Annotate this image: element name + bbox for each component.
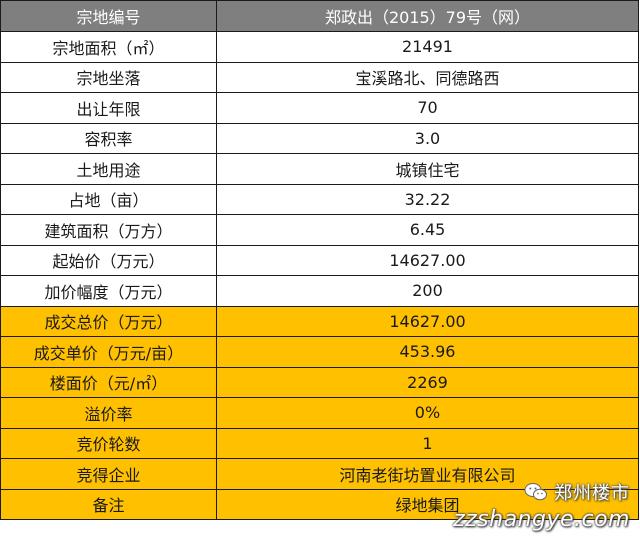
table-row-highlighted: 成交总价（万元） 14627.00 — [0, 305, 639, 337]
row-value: 453.96 — [216, 336, 639, 368]
row-label: 成交总价（万元） — [0, 305, 217, 337]
row-value: 宝溪路北、同德路西 — [216, 61, 639, 93]
table-row: 起始价（万元） 14627.00 — [0, 244, 639, 276]
row-value: 200 — [216, 275, 639, 307]
table-row: 出让年限 70 — [0, 92, 639, 124]
row-value: 0% — [216, 397, 639, 429]
table-row: 容积率 3.0 — [0, 122, 639, 154]
land-auction-table: 宗地编号 郑政出（2015）79号（网） 宗地面积（㎡） 21491 宗地坐落 … — [0, 0, 639, 520]
row-label: 加价幅度（万元） — [0, 275, 217, 307]
row-label: 宗地面积（㎡） — [0, 31, 217, 63]
row-label: 土地用途 — [0, 153, 217, 185]
row-value: 2269 — [216, 366, 639, 398]
table-header-row: 宗地编号 郑政出（2015）79号（网） — [0, 0, 639, 32]
row-label: 楼面价（元/㎡） — [0, 366, 217, 398]
row-value: 1 — [216, 427, 639, 459]
table-row: 加价幅度（万元） 200 — [0, 275, 639, 307]
table-row: 宗地坐落 宝溪路北、同德路西 — [0, 61, 639, 93]
table-row: 土地用途 城镇住宅 — [0, 153, 639, 185]
row-value: 绿地集团 — [216, 488, 639, 520]
row-label: 占地（亩） — [0, 183, 217, 215]
table-row-highlighted: 竞得企业 河南老街坊置业有限公司 — [0, 458, 639, 490]
row-label: 溢价率 — [0, 397, 217, 429]
header-value-cell: 郑政出（2015）79号（网） — [216, 0, 639, 32]
row-label: 容积率 — [0, 122, 217, 154]
row-value: 14627.00 — [216, 305, 639, 337]
table-row: 占地（亩） 32.22 — [0, 183, 639, 215]
table-row-highlighted: 竞价轮数 1 — [0, 427, 639, 459]
row-label: 起始价（万元） — [0, 244, 217, 276]
row-value: 河南老街坊置业有限公司 — [216, 458, 639, 490]
header-label-cell: 宗地编号 — [0, 0, 217, 32]
table-row-highlighted: 楼面价（元/㎡） 2269 — [0, 366, 639, 398]
row-label: 宗地坐落 — [0, 61, 217, 93]
row-label: 出让年限 — [0, 92, 217, 124]
row-label: 成交单价（万元/亩） — [0, 336, 217, 368]
row-label: 竞价轮数 — [0, 427, 217, 459]
row-value: 14627.00 — [216, 244, 639, 276]
row-value: 6.45 — [216, 214, 639, 246]
table-row-highlighted: 溢价率 0% — [0, 397, 639, 429]
table-row-highlighted: 成交单价（万元/亩） 453.96 — [0, 336, 639, 368]
table-row-highlighted: 备注 绿地集团 — [0, 488, 639, 520]
row-label: 建筑面积（万方） — [0, 214, 217, 246]
row-label: 备注 — [0, 488, 217, 520]
table-row: 建筑面积（万方） 6.45 — [0, 214, 639, 246]
row-value: 3.0 — [216, 122, 639, 154]
row-label: 竞得企业 — [0, 458, 217, 490]
row-value: 21491 — [216, 31, 639, 63]
row-value: 32.22 — [216, 183, 639, 215]
table-row: 宗地面积（㎡） 21491 — [0, 31, 639, 63]
row-value: 70 — [216, 92, 639, 124]
row-value: 城镇住宅 — [216, 153, 639, 185]
